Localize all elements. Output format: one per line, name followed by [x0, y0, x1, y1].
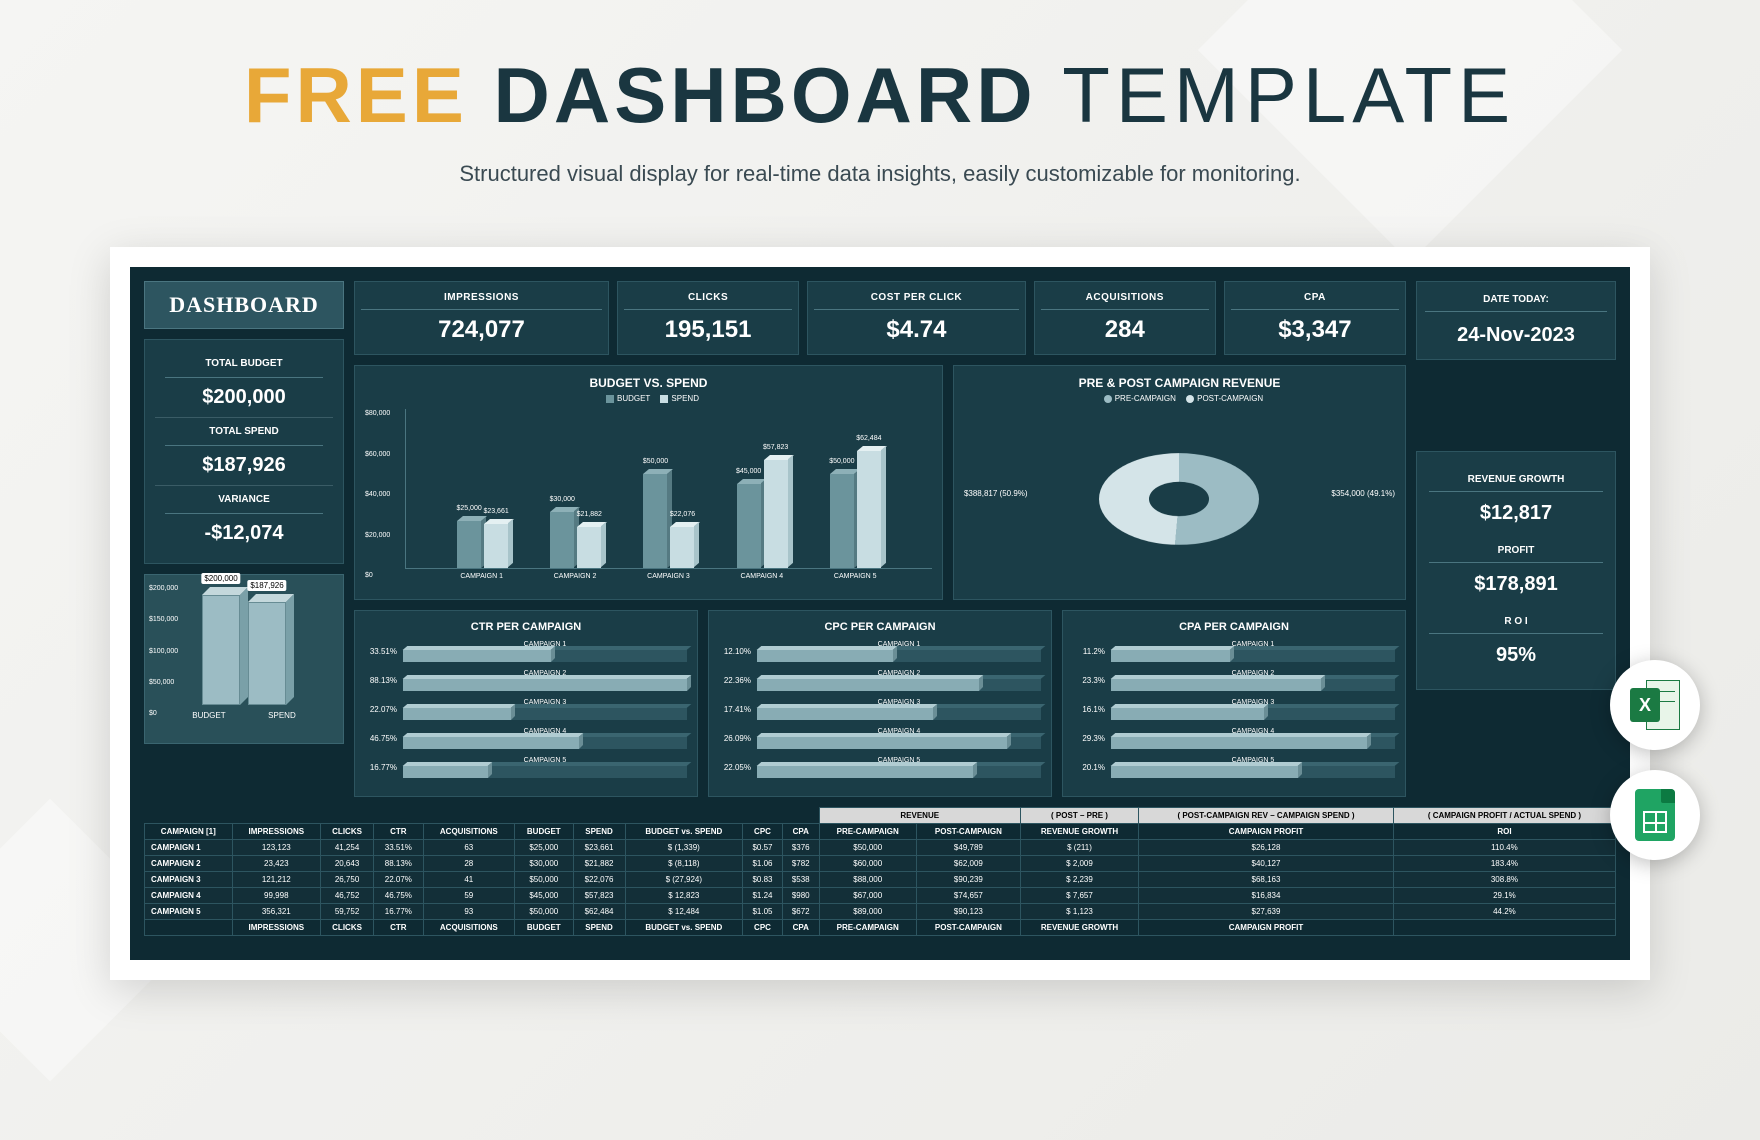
budget-vs-spend-chart: BUDGET VS. SPEND BUDGET SPEND $0$20,000$…	[354, 365, 943, 600]
google-sheets-icon[interactable]	[1610, 770, 1700, 860]
hbar-row: 46.75% CAMPAIGN 4	[365, 728, 687, 749]
mini-bar-spend: $187,926	[248, 602, 286, 705]
table-header: IMPRESSIONS	[232, 824, 320, 840]
table-row: CAMPAIGN 1123,12341,25433.51%63$25,000$2…	[145, 840, 1616, 856]
kpi-row: IMPRESSIONS 724,077 CLICKS 195,151 COST …	[354, 281, 1406, 355]
hbar-row: 33.51% CAMPAIGN 1	[365, 641, 687, 662]
excel-icon[interactable]: X	[1610, 660, 1700, 750]
charts-row: BUDGET VS. SPEND BUDGET SPEND $0$20,000$…	[354, 365, 1406, 600]
table-row: CAMPAIGN 223,42320,64388.13%28$30,000$21…	[145, 856, 1616, 872]
dashboard: DASHBOARD TOTAL BUDGET $200,000 TOTAL SP…	[130, 267, 1630, 960]
hbar-row: 23.3% CAMPAIGN 2	[1073, 670, 1395, 691]
date-value: 24-Nov-2023	[1425, 324, 1607, 347]
dashboard-title: DASHBOARD	[144, 281, 344, 329]
table-header: CAMPAIGN PROFIT	[1139, 824, 1394, 840]
bar-group-1: $30,000 $21,882	[550, 512, 601, 568]
hbar-row: 88.13% CAMPAIGN 2	[365, 670, 687, 691]
kpi-cost-per-click: COST PER CLICK $4.74	[807, 281, 1026, 355]
hchart-cpa-per-campaign: CPA PER CAMPAIGN 11.2% CAMPAIGN 1 23.3% …	[1062, 610, 1406, 797]
hbar-row: 20.1% CAMPAIGN 5	[1073, 757, 1395, 778]
hbar-row: 26.09% CAMPAIGN 4	[719, 728, 1041, 749]
table-header: PRE-CAMPAIGN	[819, 824, 916, 840]
middle-column: IMPRESSIONS 724,077 CLICKS 195,151 COST …	[354, 281, 1406, 797]
hbar-row: 16.1% CAMPAIGN 3	[1073, 699, 1395, 720]
budget-summary: TOTAL BUDGET $200,000 TOTAL SPEND $187,9…	[144, 339, 344, 564]
table-header: BUDGET	[515, 824, 574, 840]
donut-icon	[1099, 453, 1259, 545]
variance-label: VARIANCE	[155, 494, 333, 509]
table-header: CPC	[743, 824, 783, 840]
bar-group-3: $45,000 $57,823	[737, 460, 788, 568]
bar-group-0: $25,000 $23,661	[457, 521, 508, 568]
hbar-row: 22.36% CAMPAIGN 2	[719, 670, 1041, 691]
hbar-row: 16.77% CAMPAIGN 5	[365, 757, 687, 778]
table-header: CAMPAIGN [1]	[145, 824, 233, 840]
table-header: CPA	[782, 824, 819, 840]
hbar-row: 12.10% CAMPAIGN 1	[719, 641, 1041, 662]
metric-r-o-i: R O I 95%	[1429, 606, 1603, 677]
date-card: DATE TODAY: 24-Nov-2023	[1416, 281, 1616, 360]
table-header: POST-CAMPAIGN	[916, 824, 1020, 840]
metric-revenue-growth: REVENUE GROWTH $12,817	[1429, 464, 1603, 535]
metric-profit: PROFIT $178,891	[1429, 535, 1603, 606]
table-header: ROI	[1393, 824, 1615, 840]
table-row: CAMPAIGN 3121,21226,75022.07%41$50,000$2…	[145, 872, 1616, 888]
title-word-template: TEMPLATE	[1062, 51, 1516, 139]
right-metrics: REVENUE GROWTH $12,817 PROFIT $178,891 R…	[1416, 451, 1616, 690]
campaign-table: REVENUE( POST – PRE )( POST-CAMPAIGN REV…	[144, 807, 1616, 936]
table-header: SPEND	[573, 824, 625, 840]
page-subtitle: Structured visual display for real-time …	[0, 161, 1760, 187]
budget-spend-mini-chart: $0$50,000$100,000$150,000$200,000 $200,0…	[144, 574, 344, 744]
variance-value: -$12,074	[155, 522, 333, 545]
mini-bar-budget: $200,000	[202, 595, 240, 705]
table-header: CTR	[374, 824, 423, 840]
total-spend-value: $187,926	[155, 454, 333, 477]
hbar-row: 29.3% CAMPAIGN 4	[1073, 728, 1395, 749]
total-budget-value: $200,000	[155, 386, 333, 409]
left-column: DASHBOARD TOTAL BUDGET $200,000 TOTAL SP…	[144, 281, 344, 797]
kpi-clicks: CLICKS 195,151	[617, 281, 799, 355]
title-word-dashboard: DASHBOARD	[494, 51, 1037, 139]
page-header: FREE DASHBOARD TEMPLATE Structured visua…	[0, 0, 1760, 207]
hbar-row: 22.07% CAMPAIGN 3	[365, 699, 687, 720]
hbar-row: 11.2% CAMPAIGN 1	[1073, 641, 1395, 662]
right-column: DATE TODAY: 24-Nov-2023 REVENUE GROWTH $…	[1416, 281, 1616, 797]
kpi-impressions: IMPRESSIONS 724,077	[354, 281, 609, 355]
hchart-ctr-per-campaign: CTR PER CAMPAIGN 33.51% CAMPAIGN 1 88.13…	[354, 610, 698, 797]
hchart-cpc-per-campaign: CPC PER CAMPAIGN 12.10% CAMPAIGN 1 22.36…	[708, 610, 1052, 797]
table-row: CAMPAIGN 5356,32159,75216.77%93$50,000$6…	[145, 904, 1616, 920]
table-header: REVENUE GROWTH	[1020, 824, 1138, 840]
table-header: CLICKS	[321, 824, 374, 840]
date-label: DATE TODAY:	[1425, 294, 1607, 312]
total-spend-label: TOTAL SPEND	[155, 426, 333, 441]
kpi-cpa: CPA $3,347	[1224, 281, 1406, 355]
horizontal-charts-row: CTR PER CAMPAIGN 33.51% CAMPAIGN 1 88.13…	[354, 610, 1406, 797]
kpi-acquisitions: ACQUISITIONS 284	[1034, 281, 1216, 355]
hbar-row: 22.05% CAMPAIGN 5	[719, 757, 1041, 778]
bar-group-2: $50,000 $22,076	[643, 474, 694, 568]
table-header: BUDGET vs. SPEND	[625, 824, 743, 840]
hbar-row: 17.41% CAMPAIGN 3	[719, 699, 1041, 720]
title-word-free: FREE	[244, 51, 468, 139]
table-header: ACQUISITIONS	[423, 824, 514, 840]
table-row: CAMPAIGN 499,99846,75246.75%59$45,000$57…	[145, 888, 1616, 904]
bar-group-4: $50,000 $62,484	[830, 451, 881, 568]
page-title: FREE DASHBOARD TEMPLATE	[0, 50, 1760, 141]
revenue-donut-chart: PRE & POST CAMPAIGN REVENUE PRE-CAMPAIGN…	[953, 365, 1406, 600]
dashboard-frame: DASHBOARD TOTAL BUDGET $200,000 TOTAL SP…	[110, 247, 1650, 980]
total-budget-label: TOTAL BUDGET	[155, 358, 333, 373]
